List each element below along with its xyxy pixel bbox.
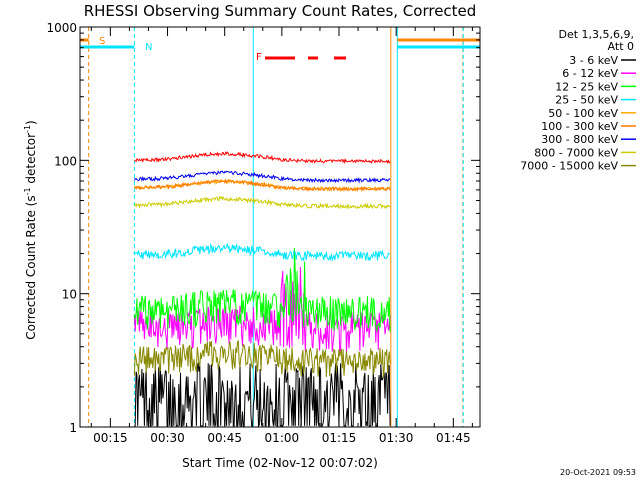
timestamp-label: 20-Oct-2021 09:53	[560, 468, 636, 477]
series-trace-0	[134, 362, 391, 428]
legend-entry-label: 25 - 50 keV	[555, 94, 618, 107]
series-trace-7	[134, 195, 391, 210]
y-axis-label: Corrected Count Rate (s-1 detector-1)	[23, 120, 38, 339]
flag-label-s: S	[99, 36, 105, 47]
axes: 1 10 100 1000 00:15 00:30 00:45 01:00 01:15 01:30…	[46, 21, 481, 445]
legend-entry-label: 7000 - 15000 keV	[520, 160, 618, 173]
legend-entry-label: 800 - 7000 keV	[534, 146, 618, 159]
x-tick-label: 00:30	[150, 431, 185, 445]
series-trace-top-red	[134, 151, 391, 165]
series-trace-8	[133, 340, 391, 378]
y-tick-label: 1	[69, 421, 77, 435]
legend-entry-label: 12 - 25 keV	[555, 80, 618, 93]
x-tick-label: 00:15	[93, 431, 128, 445]
legend-entry-label: 3 - 6 keV	[569, 54, 618, 67]
chart-title: RHESSI Observing Summary Count Rates, Co…	[84, 2, 477, 20]
series-trace-1	[133, 266, 391, 354]
y-tick-label: 10	[62, 288, 77, 302]
x-tick-label: 01:30	[379, 431, 414, 445]
x-tick-label: 00:45	[207, 431, 242, 445]
legend-entry-label: 50 - 100 keV	[548, 107, 618, 120]
x-tick-label: 01:15	[322, 431, 357, 445]
flag-label-n: N	[145, 42, 152, 53]
series-trace-2	[133, 247, 391, 332]
series-trace-5	[134, 178, 391, 193]
legend-entry-label: 6 - 12 keV	[562, 67, 618, 80]
x-tick-label: 01:00	[265, 431, 300, 445]
legend-header: Det 1,3,5,6,9,	[558, 28, 634, 41]
series-trace-3	[133, 242, 391, 262]
x-axis-label: Start Time (02-Nov-12 00:07:02)	[182, 456, 378, 470]
flag-label-f: F	[256, 52, 262, 63]
legend-header: Att 0	[608, 40, 634, 53]
y-tick-label: 1000	[46, 21, 77, 35]
legend-entry-label: 300 - 800 keV	[541, 133, 618, 146]
series-trace-6	[133, 170, 391, 184]
legend-entry-label: 100 - 300 keV	[541, 120, 618, 133]
x-tick-label: 01:45	[436, 431, 471, 445]
y-tick-label: 100	[54, 154, 77, 168]
plot-frame	[79, 26, 481, 428]
plot-area: S N F	[80, 27, 480, 428]
